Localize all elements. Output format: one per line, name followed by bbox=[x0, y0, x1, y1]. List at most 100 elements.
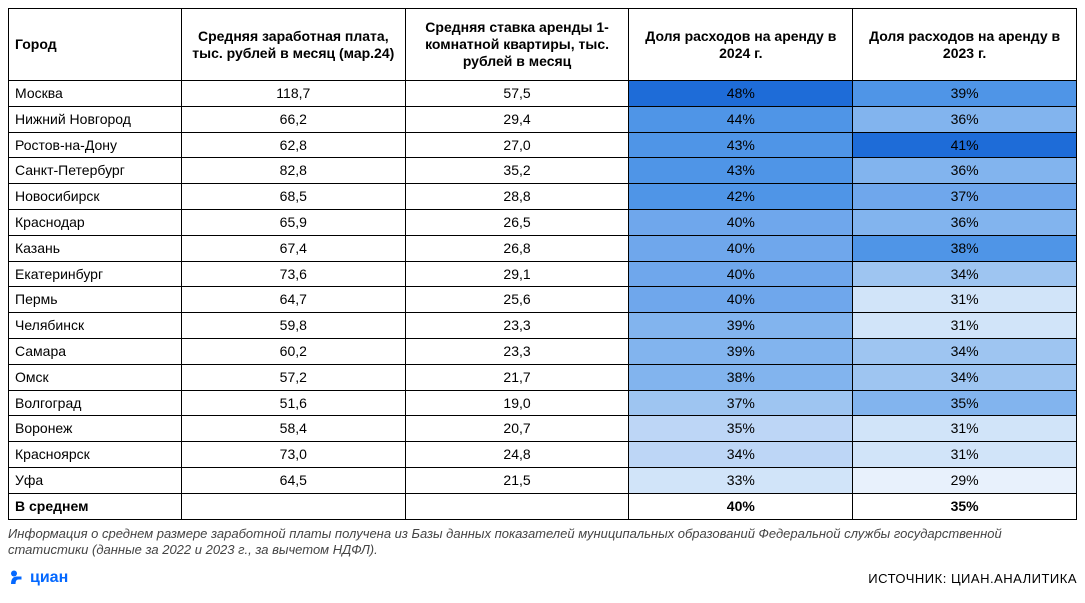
cell-city: Красноярск bbox=[9, 442, 182, 468]
cell-share-2024: 40% bbox=[629, 261, 853, 287]
cell-share-2023: 36% bbox=[853, 106, 1077, 132]
cell-rent: 57,5 bbox=[405, 81, 629, 107]
col-header-rent: Средняя ставка аренды 1-комнатной кварти… bbox=[405, 9, 629, 81]
cell-rent: 20,7 bbox=[405, 416, 629, 442]
cell-rent: 21,7 bbox=[405, 364, 629, 390]
cell-rent bbox=[405, 493, 629, 519]
cell-salary: 59,8 bbox=[181, 313, 405, 339]
table-row: Пермь64,725,640%31% bbox=[9, 287, 1077, 313]
cell-rent: 27,0 bbox=[405, 132, 629, 158]
cell-salary: 62,8 bbox=[181, 132, 405, 158]
cell-share-2023: 34% bbox=[853, 338, 1077, 364]
cell-share-2023: 31% bbox=[853, 313, 1077, 339]
cell-share-2023: 38% bbox=[853, 235, 1077, 261]
cell-share-2024: 42% bbox=[629, 184, 853, 210]
cell-city: Москва bbox=[9, 81, 182, 107]
col-header-share-2024: Доля расходов на аренду в 2024 г. bbox=[629, 9, 853, 81]
cell-share-2023: 29% bbox=[853, 467, 1077, 493]
cell-share-2023: 31% bbox=[853, 416, 1077, 442]
cell-city: Краснодар bbox=[9, 209, 182, 235]
table-row: Омск57,221,738%34% bbox=[9, 364, 1077, 390]
cell-share-2024: 44% bbox=[629, 106, 853, 132]
cell-share-2024: 43% bbox=[629, 158, 853, 184]
cell-salary: 64,7 bbox=[181, 287, 405, 313]
table-body: Москва118,757,548%39%Нижний Новгород66,2… bbox=[9, 81, 1077, 520]
cell-city: В среднем bbox=[9, 493, 182, 519]
cell-rent: 19,0 bbox=[405, 390, 629, 416]
cell-share-2023: 35% bbox=[853, 390, 1077, 416]
cell-share-2023: 34% bbox=[853, 261, 1077, 287]
cell-share-2023: 37% bbox=[853, 184, 1077, 210]
bottom-row: циан ИСТОЧНИК: ЦИАН.АНАЛИТИКА bbox=[8, 569, 1077, 587]
cell-rent: 29,1 bbox=[405, 261, 629, 287]
cell-rent: 23,3 bbox=[405, 313, 629, 339]
table-row: Москва118,757,548%39% bbox=[9, 81, 1077, 107]
cell-rent: 21,5 bbox=[405, 467, 629, 493]
table-row: Краснодар65,926,540%36% bbox=[9, 209, 1077, 235]
cell-share-2023: 36% bbox=[853, 209, 1077, 235]
cell-share-2024: 37% bbox=[629, 390, 853, 416]
cell-city: Пермь bbox=[9, 287, 182, 313]
table-row: Санкт-Петербург82,835,243%36% bbox=[9, 158, 1077, 184]
cell-share-2024: 40% bbox=[629, 287, 853, 313]
cell-city: Екатеринбург bbox=[9, 261, 182, 287]
cell-city: Ростов-на-Дону bbox=[9, 132, 182, 158]
cell-city: Омск bbox=[9, 364, 182, 390]
table-row: Казань67,426,840%38% bbox=[9, 235, 1077, 261]
rent-share-table: Город Средняя заработная плата, тыс. руб… bbox=[8, 8, 1077, 520]
cell-share-2024: 33% bbox=[629, 467, 853, 493]
cell-city: Самара bbox=[9, 338, 182, 364]
col-header-salary: Средняя заработная плата, тыс. рублей в … bbox=[181, 9, 405, 81]
cell-rent: 23,3 bbox=[405, 338, 629, 364]
table-summary-row: В среднем40%35% bbox=[9, 493, 1077, 519]
cell-rent: 35,2 bbox=[405, 158, 629, 184]
table-header-row: Город Средняя заработная плата, тыс. руб… bbox=[9, 9, 1077, 81]
table-row: Ростов-на-Дону62,827,043%41% bbox=[9, 132, 1077, 158]
cell-share-2023: 41% bbox=[853, 132, 1077, 158]
cell-share-2024: 40% bbox=[629, 235, 853, 261]
cian-logo: циан bbox=[8, 569, 68, 587]
cell-share-2023: 31% bbox=[853, 442, 1077, 468]
cell-rent: 29,4 bbox=[405, 106, 629, 132]
cell-salary: 82,8 bbox=[181, 158, 405, 184]
col-header-share-2023: Доля расходов на аренду в 2023 г. bbox=[853, 9, 1077, 81]
cell-share-2023: 34% bbox=[853, 364, 1077, 390]
cell-salary: 118,7 bbox=[181, 81, 405, 107]
cell-city: Волгоград bbox=[9, 390, 182, 416]
cell-salary bbox=[181, 493, 405, 519]
cell-share-2023: 36% bbox=[853, 158, 1077, 184]
cell-city: Нижний Новгород bbox=[9, 106, 182, 132]
cell-salary: 60,2 bbox=[181, 338, 405, 364]
cell-salary: 67,4 bbox=[181, 235, 405, 261]
cell-salary: 51,6 bbox=[181, 390, 405, 416]
table-row: Нижний Новгород66,229,444%36% bbox=[9, 106, 1077, 132]
cell-rent: 28,8 bbox=[405, 184, 629, 210]
table-row: Челябинск59,823,339%31% bbox=[9, 313, 1077, 339]
cell-salary: 73,6 bbox=[181, 261, 405, 287]
cell-share-2024: 40% bbox=[629, 209, 853, 235]
table-row: Самара60,223,339%34% bbox=[9, 338, 1077, 364]
cell-city: Санкт-Петербург bbox=[9, 158, 182, 184]
cell-city: Казань bbox=[9, 235, 182, 261]
source-label: ИСТОЧНИК: ЦИАН.АНАЛИТИКА bbox=[868, 571, 1077, 586]
cell-share-2023: 31% bbox=[853, 287, 1077, 313]
cell-salary: 73,0 bbox=[181, 442, 405, 468]
table-row: Воронеж58,420,735%31% bbox=[9, 416, 1077, 442]
cell-share-2024: 38% bbox=[629, 364, 853, 390]
cell-city: Новосибирск bbox=[9, 184, 182, 210]
cell-salary: 65,9 bbox=[181, 209, 405, 235]
cell-rent: 25,6 bbox=[405, 287, 629, 313]
cell-salary: 66,2 bbox=[181, 106, 405, 132]
cell-salary: 68,5 bbox=[181, 184, 405, 210]
table-row: Уфа64,521,533%29% bbox=[9, 467, 1077, 493]
cell-rent: 26,5 bbox=[405, 209, 629, 235]
cell-salary: 57,2 bbox=[181, 364, 405, 390]
cell-share-2023: 39% bbox=[853, 81, 1077, 107]
table-row: Новосибирск68,528,842%37% bbox=[9, 184, 1077, 210]
cell-share-2024: 34% bbox=[629, 442, 853, 468]
cian-logo-text: циан bbox=[30, 569, 68, 587]
cell-share-2024: 39% bbox=[629, 313, 853, 339]
cell-salary: 64,5 bbox=[181, 467, 405, 493]
cell-salary: 58,4 bbox=[181, 416, 405, 442]
cell-city: Уфа bbox=[9, 467, 182, 493]
